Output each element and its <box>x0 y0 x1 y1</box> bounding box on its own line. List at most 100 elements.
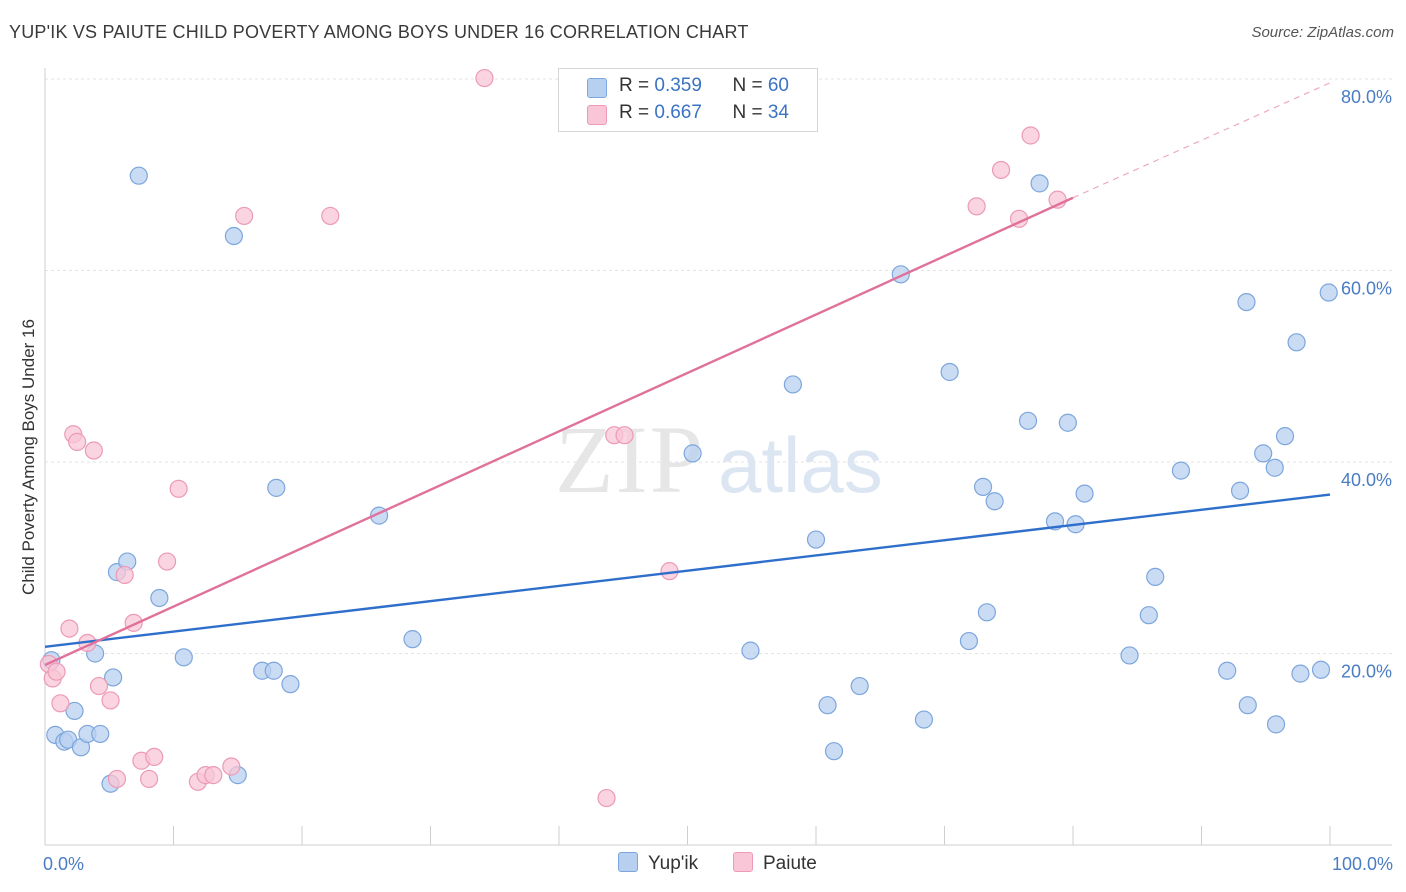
paiute-point <box>597 788 616 808</box>
yupik-point <box>1238 696 1257 715</box>
yupik-point <box>91 724 110 744</box>
yupik-point <box>224 226 243 246</box>
paiute-point <box>51 694 70 713</box>
yupik-point <box>1018 411 1038 430</box>
yupik-point <box>914 710 934 729</box>
y-axis-label: Child Poverty Among Boys Under 16 <box>19 319 38 595</box>
paiute-point <box>235 206 254 226</box>
yupik-point <box>1311 660 1331 679</box>
legend-r-value: 0.667 <box>654 102 702 123</box>
yupik-point <box>1265 458 1284 477</box>
yupik-point <box>973 477 993 496</box>
yupik-point <box>985 492 1004 511</box>
yupik-point <box>940 362 959 382</box>
paiute-point <box>615 426 634 445</box>
paiute-point <box>107 769 127 789</box>
yupik-trend-line <box>44 493 1331 648</box>
paiute-point <box>68 432 87 451</box>
bottom-legend-swatch-yupik <box>618 852 638 872</box>
yupik-point <box>1218 661 1237 680</box>
bottom-legend-label-paiute: Paiute <box>763 853 817 874</box>
yupik-point <box>65 701 84 721</box>
y-tick-label: 60.0% <box>1341 279 1392 299</box>
paiute-point <box>967 197 986 216</box>
legend-row-paiute: R = 0.667 N = 34 <box>619 102 789 124</box>
yupik-point <box>741 641 760 660</box>
paiute-point <box>991 160 1011 180</box>
bottom-legend-label-yupik: Yup'ik <box>648 853 699 874</box>
y-tick-label: 20.0% <box>1341 662 1392 682</box>
yupik-point <box>1291 664 1310 683</box>
paiute-point <box>321 206 340 226</box>
bottom-legend-paiute: Paiute <box>733 852 817 875</box>
legend-n-label: N = <box>732 102 768 123</box>
y-tick-label: 40.0% <box>1341 470 1392 490</box>
axis-layer: 20.0% 40.0% 60.0% 80.0% 0.0% 100.0% <box>43 68 1393 874</box>
yupik-point <box>1237 292 1256 312</box>
watermark-atlas: atlas <box>718 421 883 509</box>
yupik-point <box>1058 413 1077 432</box>
yupik-point <box>150 588 169 608</box>
yupik-point <box>977 603 997 622</box>
yupik-point <box>806 530 826 549</box>
paiute-point <box>89 676 109 696</box>
trend-layer <box>44 82 1331 667</box>
paiute-point <box>157 552 177 571</box>
yupik-point <box>174 648 193 667</box>
yupik-point <box>1319 283 1338 302</box>
legend-r-label: R = <box>619 75 655 96</box>
paiute-point <box>222 757 241 776</box>
yupik-point <box>403 630 422 649</box>
yupik-point <box>824 742 844 761</box>
yupik-point <box>959 631 979 651</box>
yupik-point <box>267 478 286 497</box>
paiute-point <box>101 691 120 710</box>
legend-swatch-yupik <box>587 78 607 98</box>
yupik-point <box>1230 481 1250 500</box>
paiute-trend-extension <box>1072 82 1331 199</box>
legend-n-value: 60 <box>767 75 789 96</box>
grid-layer <box>45 78 1392 654</box>
yupik-point <box>1266 715 1286 734</box>
yupik-point <box>850 676 869 696</box>
watermark-zip: ZIP <box>555 406 705 513</box>
legend: R = 0.359 N = 60 R = 0.667 N = 34 <box>558 68 818 132</box>
yupik-point <box>1120 646 1139 665</box>
yupik-point <box>683 444 702 463</box>
y-tick-label: 80.0% <box>1341 87 1392 107</box>
paiute-trend-line <box>44 196 1074 667</box>
yupik-point <box>1075 484 1094 503</box>
legend-swatch-paiute <box>587 105 607 125</box>
paiute-point <box>204 766 223 785</box>
legend-r-value: 0.359 <box>654 75 702 96</box>
yupik-point <box>1254 444 1273 463</box>
yupik-point <box>264 661 283 680</box>
legend-n-value: 34 <box>767 102 789 123</box>
yupik-point <box>1146 567 1165 587</box>
paiute-point <box>145 747 164 767</box>
legend-row-yupik: R = 0.359 N = 60 <box>619 75 789 97</box>
yupik-point <box>1171 461 1191 480</box>
watermark: ZIP atlas <box>555 406 883 513</box>
legend-r-label: R = <box>619 102 655 123</box>
paiute-point <box>1021 126 1040 145</box>
paiute-point <box>84 441 103 460</box>
paiute-point <box>139 769 159 789</box>
yupik-point <box>129 166 148 185</box>
yupik-point <box>783 375 802 394</box>
chart-source: Source: ZipAtlas.com <box>1251 24 1394 41</box>
yupik-point <box>104 668 123 687</box>
chart-title: YUP'IK VS PAIUTE CHILD POVERTY AMONG BOY… <box>9 22 749 42</box>
paiute-point <box>115 565 134 585</box>
yupik-point <box>818 696 837 715</box>
bottom-legend-yupik: Yup'ik <box>618 852 698 875</box>
yupik-point <box>281 675 300 694</box>
paiute-point <box>475 68 494 88</box>
x-tick-label: 0.0% <box>43 854 84 874</box>
yupik-point <box>1287 333 1306 352</box>
yupik-point <box>1275 427 1295 446</box>
yupik-point <box>1139 606 1158 625</box>
paiute-point <box>47 662 66 681</box>
paiute-point <box>60 619 79 638</box>
